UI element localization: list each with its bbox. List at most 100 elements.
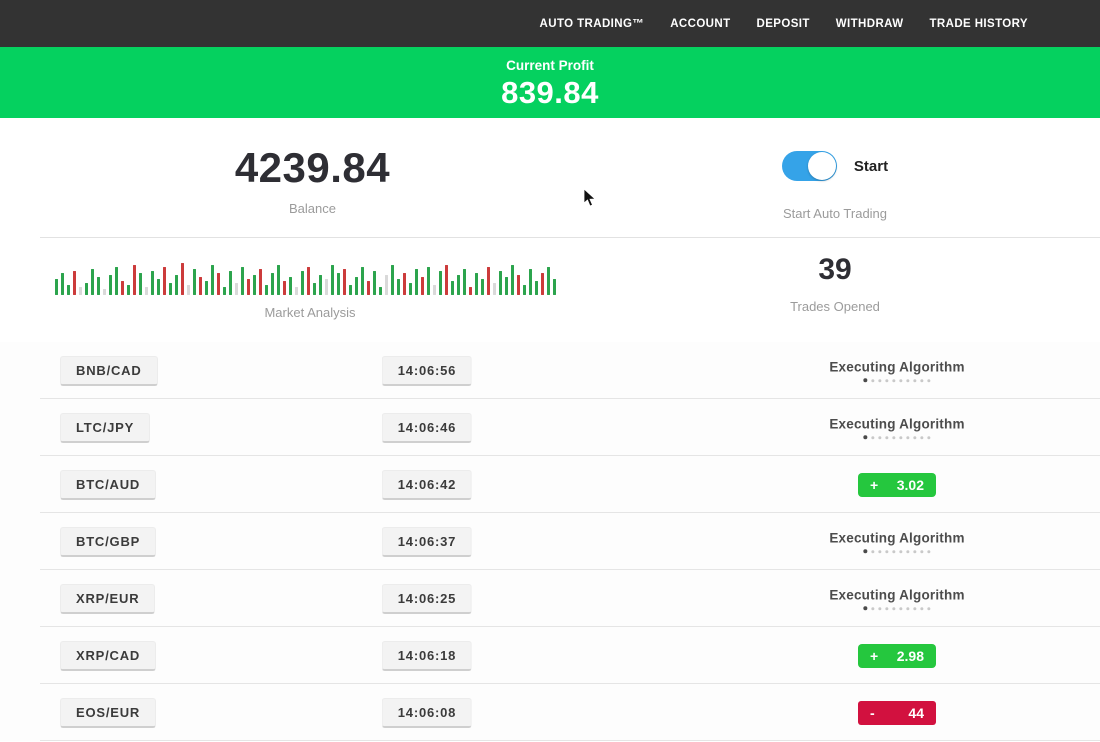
chart-bar: [55, 279, 58, 295]
chart-bar: [217, 273, 220, 295]
chart-bar: [385, 275, 388, 295]
trade-status: Executing Algorithm: [829, 530, 964, 554]
chart-bar: [379, 287, 382, 295]
time-chip: 14:06:08: [381, 697, 473, 728]
chart-bar: [415, 269, 418, 295]
trade-row: BNB/CAD 14:06:56 Executing Algorithm: [0, 342, 1100, 399]
chart-bar: [85, 283, 88, 295]
toggle-knob-icon: [807, 152, 836, 180]
time-chip: 14:06:46: [381, 412, 473, 443]
toggle-start-label: Start: [853, 157, 889, 175]
time-chip: 14:06:37: [381, 526, 473, 557]
nav-item[interactable]: AUTO TRADING™: [539, 17, 645, 30]
trade-row: BTC/GBP 14:06:37 Executing Algorithm: [0, 513, 1100, 570]
chart-bar: [421, 277, 424, 295]
trade-status: Executing Algorithm: [829, 359, 964, 383]
chart-bar: [475, 273, 478, 295]
result-sign: +: [870, 476, 879, 493]
trade-status: Executing Algorithm: [829, 587, 964, 611]
chart-bar: [145, 287, 148, 295]
trades-list: BNB/CAD 14:06:56 Executing Algorithm LTC…: [0, 342, 1100, 741]
chart-bar: [355, 277, 358, 295]
market-analysis-chart: [55, 261, 561, 295]
chart-bar: [367, 281, 370, 295]
chart-bar: [493, 283, 496, 295]
chart-bar: [349, 285, 352, 295]
chart-bar: [157, 279, 160, 295]
result-value: 44: [908, 704, 924, 721]
current-profit-value: 839.84: [501, 75, 599, 110]
pair-chip: XRP/EUR: [60, 583, 156, 614]
current-profit-label: Current Profit: [506, 58, 594, 73]
chart-bar: [181, 263, 184, 295]
result-badge: + 2.98: [858, 643, 936, 668]
chart-bar: [247, 279, 250, 295]
chart-bar: [301, 271, 304, 295]
trade-row: XRP/CAD 14:06:18 + 2.98: [0, 627, 1100, 684]
chart-bar: [469, 287, 472, 295]
chart-bar: [325, 279, 328, 295]
pair-chip: EOS/EUR: [60, 697, 157, 728]
chart-bar: [361, 267, 364, 295]
chart-bar: [139, 273, 142, 295]
trade-status: Executing Algorithm: [829, 416, 964, 440]
chart-bar: [481, 279, 484, 295]
trade-status: + 3.02: [858, 472, 936, 497]
nav-item[interactable]: DEPOSIT: [756, 17, 810, 30]
chart-bar: [337, 273, 340, 295]
chart-bar: [205, 281, 208, 295]
chart-bar: [313, 283, 316, 295]
chart-bar: [307, 267, 310, 295]
chart-bar: [211, 265, 214, 295]
trades-opened-label: Trades Opened: [790, 299, 880, 314]
chart-bar: [175, 275, 178, 295]
chart-bar: [373, 271, 376, 295]
nav-item[interactable]: WITHDRAW: [835, 17, 904, 30]
pair-chip: BTC/AUD: [60, 469, 157, 500]
chart-bar: [235, 283, 238, 295]
auto-trading-toggle[interactable]: [781, 151, 837, 181]
chart-bar: [427, 267, 430, 295]
chart-bar: [199, 277, 202, 295]
chart-bar: [499, 271, 502, 295]
trade-row: BTC/AUD 14:06:42 + 3.02: [0, 456, 1100, 513]
trades-opened-block: 39 Trades Opened: [625, 237, 1045, 342]
chart-bar: [409, 283, 412, 295]
chart-bar: [445, 265, 448, 295]
chart-bar: [517, 275, 520, 295]
chart-bar: [457, 275, 460, 295]
executing-algorithm-label: Executing Algorithm: [829, 529, 965, 545]
result-badge: + 3.02: [858, 472, 936, 497]
balance-value: 4239.84: [234, 144, 391, 191]
chart-bar: [103, 289, 106, 295]
top-nav: AUTO TRADING™ ACCOUNT DEPOSIT WITHDRAW T…: [0, 0, 1100, 47]
chart-bar: [115, 267, 118, 295]
balance-block: 4239.84 Balance: [0, 118, 625, 237]
pair-chip: LTC/JPY: [60, 412, 151, 443]
chart-bar: [505, 277, 508, 295]
chart-bar: [553, 279, 556, 295]
chart-bar: [187, 285, 190, 295]
chart-bar: [277, 265, 280, 295]
nav-item[interactable]: TRADE HISTORY: [929, 17, 1028, 30]
nav-item[interactable]: ACCOUNT: [670, 17, 731, 30]
chart-bar: [451, 281, 454, 295]
chart-bar: [541, 273, 544, 295]
result-value: 2.98: [896, 647, 924, 664]
chart-bar: [397, 279, 400, 295]
market-analysis-block: Market Analysis: [0, 237, 625, 342]
pair-chip: BTC/GBP: [60, 526, 157, 557]
trade-row: EOS/EUR 14:06:08 - 44: [0, 684, 1100, 741]
chart-bar: [151, 271, 154, 295]
chart-bar: [487, 267, 490, 295]
stats-row: 4239.84 Balance Start Start Auto Trading: [0, 118, 1100, 237]
market-analysis-label: Market Analysis: [264, 305, 356, 320]
chart-bar: [283, 281, 286, 295]
result-badge: - 44: [858, 700, 936, 725]
chart-bar: [295, 287, 298, 295]
chart-bar: [253, 275, 256, 295]
chart-bar: [529, 269, 532, 295]
market-section: Market Analysis 39 Trades Opened: [0, 237, 1100, 342]
time-chip: 14:06:56: [381, 355, 473, 386]
time-chip: 14:06:18: [381, 640, 473, 671]
